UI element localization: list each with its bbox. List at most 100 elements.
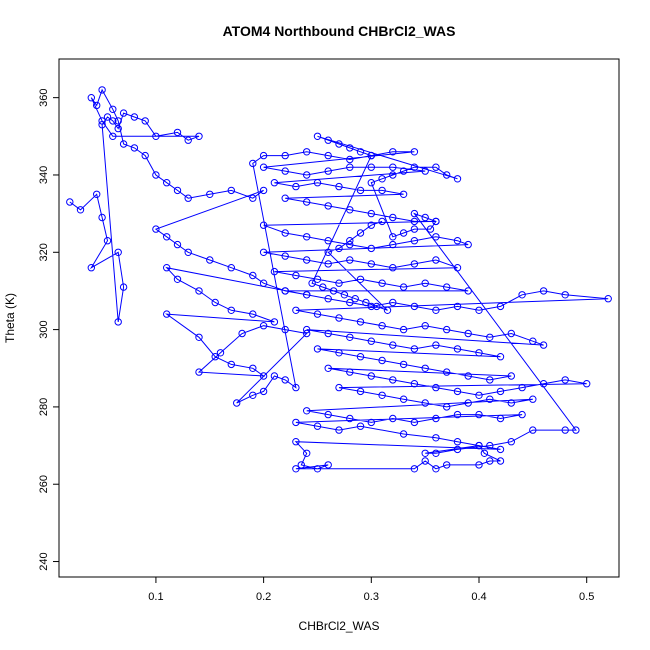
data-point xyxy=(367,163,375,171)
data-point xyxy=(389,298,397,307)
data-point xyxy=(432,383,440,392)
data-point xyxy=(303,329,311,338)
data-point xyxy=(227,360,236,369)
data-point xyxy=(346,414,354,423)
data-point xyxy=(529,337,537,345)
data-point xyxy=(335,244,343,253)
data-point xyxy=(496,302,505,311)
data-point xyxy=(421,457,429,465)
data-point xyxy=(346,298,354,307)
data-point xyxy=(211,298,219,307)
data-point xyxy=(227,186,236,195)
data-point xyxy=(173,186,182,195)
data-point xyxy=(249,391,257,399)
data-point xyxy=(303,171,311,179)
data-point xyxy=(335,349,343,357)
data-point xyxy=(324,329,332,338)
data-point xyxy=(324,167,332,175)
data-point xyxy=(367,151,375,160)
data-point xyxy=(173,128,182,137)
y-tick-label: 240 xyxy=(38,552,50,570)
data-point xyxy=(114,117,122,125)
data-point xyxy=(335,426,343,434)
data-point xyxy=(399,283,408,291)
data-point xyxy=(529,426,537,434)
data-point xyxy=(163,179,171,187)
data-point xyxy=(378,186,386,195)
data-point xyxy=(389,376,397,384)
data-point xyxy=(443,283,451,291)
data-point xyxy=(249,159,257,168)
data-point xyxy=(399,430,408,438)
data-point xyxy=(356,318,365,326)
data-point xyxy=(346,240,354,249)
data-point xyxy=(378,391,386,399)
data-point xyxy=(389,163,397,171)
data-point xyxy=(292,418,300,427)
data-point xyxy=(421,213,429,222)
data-point xyxy=(109,117,117,125)
data-point xyxy=(367,221,375,229)
data-point xyxy=(389,171,397,179)
data-point xyxy=(453,410,462,419)
data-point xyxy=(313,310,322,318)
data-point xyxy=(173,240,182,249)
data-point xyxy=(389,240,397,249)
data-point xyxy=(453,438,462,446)
data-point xyxy=(109,105,117,114)
data-point xyxy=(119,109,128,117)
data-point xyxy=(426,225,435,233)
data-point xyxy=(184,194,192,202)
data-point xyxy=(378,322,386,330)
data-point xyxy=(486,457,494,465)
data-point xyxy=(313,275,322,283)
series-points xyxy=(66,86,612,473)
data-point xyxy=(238,329,246,338)
data-point xyxy=(313,422,322,430)
data-point xyxy=(507,399,515,407)
data-point xyxy=(356,229,365,237)
data-point xyxy=(195,333,203,341)
data-point xyxy=(324,364,332,372)
data-point xyxy=(281,287,289,295)
data-point xyxy=(356,422,365,430)
data-point xyxy=(367,372,375,380)
data-point xyxy=(114,248,122,257)
data-point xyxy=(281,252,289,260)
data-point xyxy=(303,256,311,264)
data-point xyxy=(367,418,375,427)
data-point xyxy=(308,279,316,287)
data-point xyxy=(98,117,106,125)
x-tick-label: 0.1 xyxy=(148,591,163,603)
data-point xyxy=(507,438,515,446)
data-point xyxy=(378,356,386,365)
data-point xyxy=(335,182,343,191)
data-point xyxy=(410,465,419,473)
data-point xyxy=(152,132,160,141)
data-point xyxy=(518,291,526,299)
data-point xyxy=(421,399,429,407)
data-point xyxy=(324,248,332,257)
data-point xyxy=(378,175,386,183)
data-point xyxy=(114,318,122,326)
data-point xyxy=(421,279,429,287)
data-point xyxy=(292,383,300,392)
data-point xyxy=(211,353,219,361)
data-point xyxy=(313,465,322,473)
data-point xyxy=(249,364,257,372)
x-tick-label: 0.3 xyxy=(364,591,379,603)
data-point xyxy=(389,264,397,272)
data-point xyxy=(480,449,489,457)
data-point xyxy=(410,345,419,353)
data-point xyxy=(410,237,419,245)
data-point xyxy=(367,179,375,187)
data-point xyxy=(475,410,483,419)
data-point xyxy=(297,461,305,469)
data-point xyxy=(399,325,408,334)
data-point xyxy=(292,438,300,446)
data-point xyxy=(346,368,354,376)
data-point xyxy=(443,368,451,376)
data-point xyxy=(292,465,300,473)
data-point xyxy=(507,329,515,338)
data-point xyxy=(443,325,451,334)
